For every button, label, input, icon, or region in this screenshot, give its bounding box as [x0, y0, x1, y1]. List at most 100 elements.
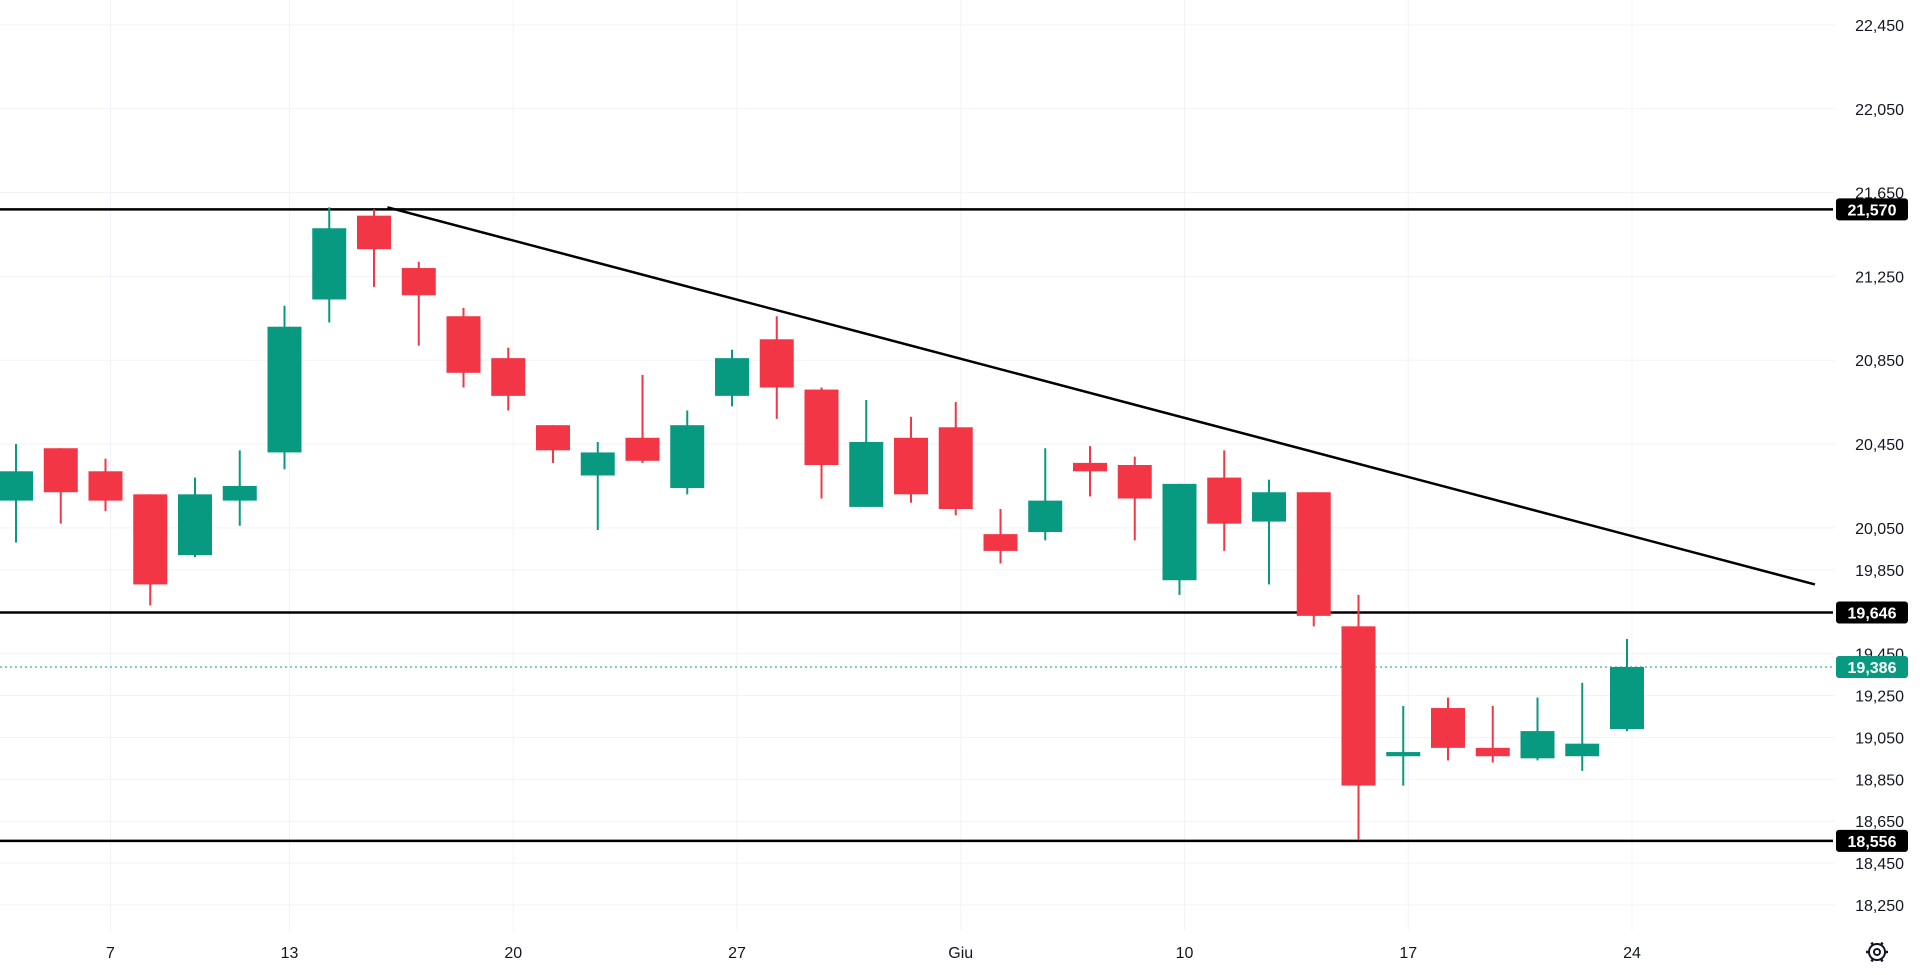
- candle-bullish[interactable]: [1610, 638, 1644, 732]
- y-tick-label: 20,050: [1855, 521, 1904, 538]
- level-price-badge: [1836, 601, 1908, 624]
- candle-bearish[interactable]: [894, 416, 928, 503]
- candle-bearish[interactable]: [43, 448, 78, 524]
- x-tick-label: 7: [106, 945, 115, 962]
- candle-bullish[interactable]: [1252, 479, 1286, 585]
- x-tick-label: Giu: [948, 945, 973, 962]
- y-tick-label: 19,250: [1855, 688, 1904, 705]
- y-tick-label: 18,450: [1855, 856, 1904, 873]
- candle-bullish[interactable]: [222, 450, 257, 526]
- candle-bearish[interactable]: [759, 316, 794, 419]
- candle-bearish[interactable]: [1207, 450, 1242, 551]
- candle-body: [894, 437, 928, 495]
- candle-bearish[interactable]: [1117, 456, 1152, 541]
- candle-bearish[interactable]: [938, 402, 973, 516]
- descending-trendline[interactable]: [387, 206, 1816, 586]
- candle-bullish[interactable]: [178, 477, 212, 558]
- candle-bullish[interactable]: [312, 207, 347, 323]
- candle-bearish[interactable]: [1475, 705, 1510, 763]
- last-price-label: 19,386: [1848, 660, 1897, 677]
- candle-bearish[interactable]: [983, 509, 1018, 564]
- candle-body: [222, 485, 257, 501]
- candle-body: [43, 448, 78, 493]
- candle-bullish[interactable]: [670, 410, 705, 495]
- x-tick-label: 24: [1623, 945, 1641, 962]
- y-tick-label: 22,050: [1855, 102, 1904, 119]
- x-tick-label: 20: [504, 945, 522, 962]
- candle-bearish[interactable]: [625, 374, 660, 463]
- last-price-badge: [1836, 655, 1908, 678]
- candle-bearish[interactable]: [536, 425, 570, 463]
- candle-body: [1565, 743, 1600, 757]
- candle-bearish[interactable]: [1341, 594, 1376, 841]
- level-price-label: 21,570: [1848, 202, 1897, 219]
- candle-body: [1475, 747, 1510, 757]
- gear-tooth: [1879, 941, 1884, 946]
- y-tick-label: 22,450: [1855, 18, 1904, 35]
- candle-body: [1162, 483, 1197, 581]
- candle-bullish[interactable]: [715, 349, 749, 407]
- time-axis[interactable]: 7 13 20 27 Giu 10 17 24: [106, 945, 1641, 962]
- candle-bullish[interactable]: [267, 305, 302, 470]
- level-price-label: 19,646: [1848, 606, 1897, 623]
- candle-body: [1386, 752, 1421, 757]
- candle-body: [580, 452, 615, 476]
- candle-body: [1028, 500, 1063, 533]
- candle-body: [357, 215, 391, 250]
- candle-bullish[interactable]: [849, 400, 884, 507]
- candle-bearish[interactable]: [1073, 446, 1107, 497]
- candle-body: [804, 389, 839, 465]
- price-labels-layer: 21,570 19,646 18,556 19,386: [1836, 198, 1908, 852]
- candle-bearish[interactable]: [133, 494, 168, 606]
- candle-bearish[interactable]: [804, 387, 839, 499]
- level-price-label: 18,556: [1848, 834, 1897, 851]
- candle-bearish[interactable]: [88, 458, 123, 512]
- candle-bullish[interactable]: [0, 444, 33, 543]
- candle-body: [178, 494, 212, 556]
- gear-tooth: [1870, 958, 1875, 963]
- candle-bullish[interactable]: [1162, 483, 1197, 595]
- y-tick-label: 21,650: [1855, 186, 1904, 203]
- price-axis[interactable]: 18,25018,45018,65018,85019,05019,25019,4…: [1855, 18, 1904, 915]
- candle-body: [1073, 462, 1107, 472]
- candle-bearish[interactable]: [1431, 697, 1465, 761]
- candle-body: [88, 471, 123, 501]
- trendline-layer: [387, 206, 1816, 586]
- x-tick-label: 17: [1399, 945, 1417, 962]
- candle-bearish[interactable]: [357, 209, 391, 287]
- candle-body: [267, 326, 302, 453]
- candle-body: [1520, 731, 1555, 759]
- y-tick-label: 20,850: [1855, 353, 1904, 370]
- x-tick-label: 13: [281, 945, 299, 962]
- horizontal-levels-layer: [0, 208, 1833, 843]
- candle-body: [625, 437, 660, 461]
- candle-body: [1207, 477, 1242, 524]
- candle-bearish[interactable]: [446, 307, 481, 388]
- candle-body: [983, 534, 1018, 551]
- candle-body: [133, 494, 168, 585]
- candle-bullish[interactable]: [1386, 705, 1421, 786]
- candle-body: [1341, 626, 1376, 786]
- candle-body: [491, 358, 526, 396]
- settings-gear-icon[interactable]: [1866, 941, 1888, 963]
- candle-body: [1117, 465, 1152, 499]
- candle-body: [849, 441, 884, 507]
- candle-bearish[interactable]: [401, 261, 436, 346]
- gear-tooth: [1879, 958, 1884, 963]
- candle-bullish[interactable]: [580, 441, 615, 530]
- gear-tooth: [1870, 941, 1875, 946]
- candle-bullish[interactable]: [1565, 682, 1600, 771]
- candle-body: [759, 339, 794, 388]
- candle-body: [536, 425, 570, 451]
- candle-body: [446, 316, 481, 373]
- candle-bearish[interactable]: [491, 347, 526, 411]
- y-tick-label: 19,850: [1855, 563, 1904, 580]
- candle-bearish[interactable]: [1296, 492, 1331, 627]
- candle-body: [938, 427, 973, 509]
- candle-body: [0, 471, 33, 501]
- candle-bullish[interactable]: [1028, 448, 1063, 541]
- grid-layer: [0, 0, 1835, 930]
- candle-bullish[interactable]: [1520, 697, 1555, 761]
